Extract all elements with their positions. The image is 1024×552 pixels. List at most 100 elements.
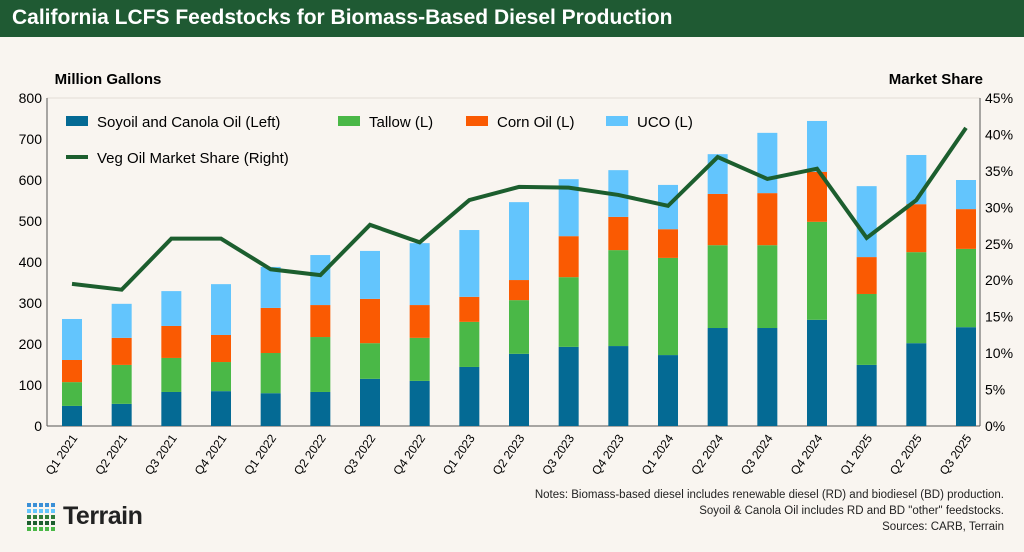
y2-tick-label: 25% [985,236,1013,252]
bar-segment [161,291,182,326]
bar-segment [409,243,430,306]
x-tick-label: Q1 2021 [43,431,81,477]
bar-segment [310,255,331,306]
bar-segment [310,391,331,426]
legend-swatch [66,116,88,126]
bar-segment [211,334,231,363]
y-tick-label: 800 [19,90,43,106]
bar-segment [856,257,877,294]
y2-tick-label: 30% [985,199,1013,215]
bar-segment [111,337,132,365]
terrain-logo: Terrain [27,502,143,531]
x-tick-label: Q2 2021 [92,431,130,477]
x-tick-label: Q4 2022 [390,431,428,477]
bar-segment [161,325,182,358]
x-tick-label: Q4 2021 [192,431,230,477]
y-tick-label: 300 [19,295,43,311]
x-tick-label: Q1 2022 [241,431,279,477]
bar-segment [260,393,281,426]
y2-tick-label: 45% [985,90,1013,106]
bar-segment [956,248,976,328]
bar-segment [906,343,927,426]
x-tick-label: Q2 2024 [688,431,726,477]
bar-segment [956,327,976,426]
bar-segment [260,266,281,308]
bar-segment [856,186,877,258]
y-axis-label: Million Gallons [55,71,162,88]
market-share-line [71,126,968,292]
bar-segment [807,171,827,222]
y2-tick-label: 0% [985,418,1005,434]
y-tick-label: 100 [19,377,43,393]
x-tick-label: Q3 2021 [142,431,180,477]
y2-tick-label: 40% [985,126,1013,142]
bar-segment [608,250,629,347]
bar-segment [509,202,529,281]
legend-label: Corn Oil (L) [497,114,575,131]
bar-segment [956,180,976,210]
bar-segment [906,204,927,253]
y2-tick-label: 15% [985,309,1013,325]
bar-segment [360,250,380,299]
bar-segment [906,252,927,344]
bar-segment [211,362,231,392]
chart-title: California LCFS Feedstocks for Biomass-B… [12,6,673,29]
y2-tick-label: 35% [985,163,1013,179]
x-tick-label: Q2 2023 [490,431,528,477]
bar-segment [707,328,728,426]
bar-segment [558,346,579,426]
bar-segment [608,216,629,251]
bar-segment [62,405,82,426]
bar-segment [459,230,480,297]
bar-segment [658,355,678,426]
x-tick-label: Q1 2024 [639,431,677,477]
legend-label: Tallow (L) [369,114,433,131]
bar-segment [856,364,877,426]
notes: Notes: Biomass-based diesel includes ren… [535,487,1004,535]
bar-segment [558,236,579,278]
note-sources: Sources: CARB, Terrain [882,521,1004,533]
bar-segment [459,296,480,322]
x-tick-label: Q3 2022 [341,431,379,477]
bar-segment [707,245,728,329]
bar-segment [62,318,82,360]
legend-swatch [338,116,360,126]
bar-segment [658,257,678,356]
bar-segment [807,319,827,426]
bar-segment [360,343,380,379]
bar-segment [111,364,132,404]
bar-segment [62,382,82,406]
bar-segment [260,307,281,354]
y-tick-label: 200 [19,336,43,352]
y-tick-label: 700 [19,131,43,147]
bar-segment [509,300,529,354]
y2-tick-label: 5% [985,382,1005,398]
title-bar: California LCFS Feedstocks for Biomass-B… [0,0,1024,37]
bar-segment [360,298,380,344]
bar-segment [62,359,82,383]
legend-label: Soyoil and Canola Oil (Left) [97,114,280,131]
bar-segment [558,277,579,347]
bar-segment [956,209,976,249]
x-tick-label: Q4 2024 [788,431,826,477]
bar-segment [161,391,182,426]
bar-segment [807,120,827,172]
x-tick-label: Q2 2022 [291,431,329,477]
bar-segment [608,346,629,426]
bar-segment [211,391,231,426]
y2-tick-label: 20% [985,272,1013,288]
bar-segment [161,357,182,392]
bar-segment [509,280,529,301]
bar-segment [111,303,132,338]
bar-segment [260,353,281,394]
x-tick-label: Q4 2023 [589,431,627,477]
logo-dots-icon [27,502,55,531]
y-tick-label: 600 [19,172,43,188]
note-line-2: Soyoil & Canola Oil includes RD and BD "… [699,505,1004,517]
bar-segment [757,132,778,194]
legend-label: Veg Oil Market Share (Right) [97,150,289,167]
bar-segment [360,378,380,426]
x-tick-label: Q1 2025 [837,431,875,477]
bar-segment [409,337,430,381]
